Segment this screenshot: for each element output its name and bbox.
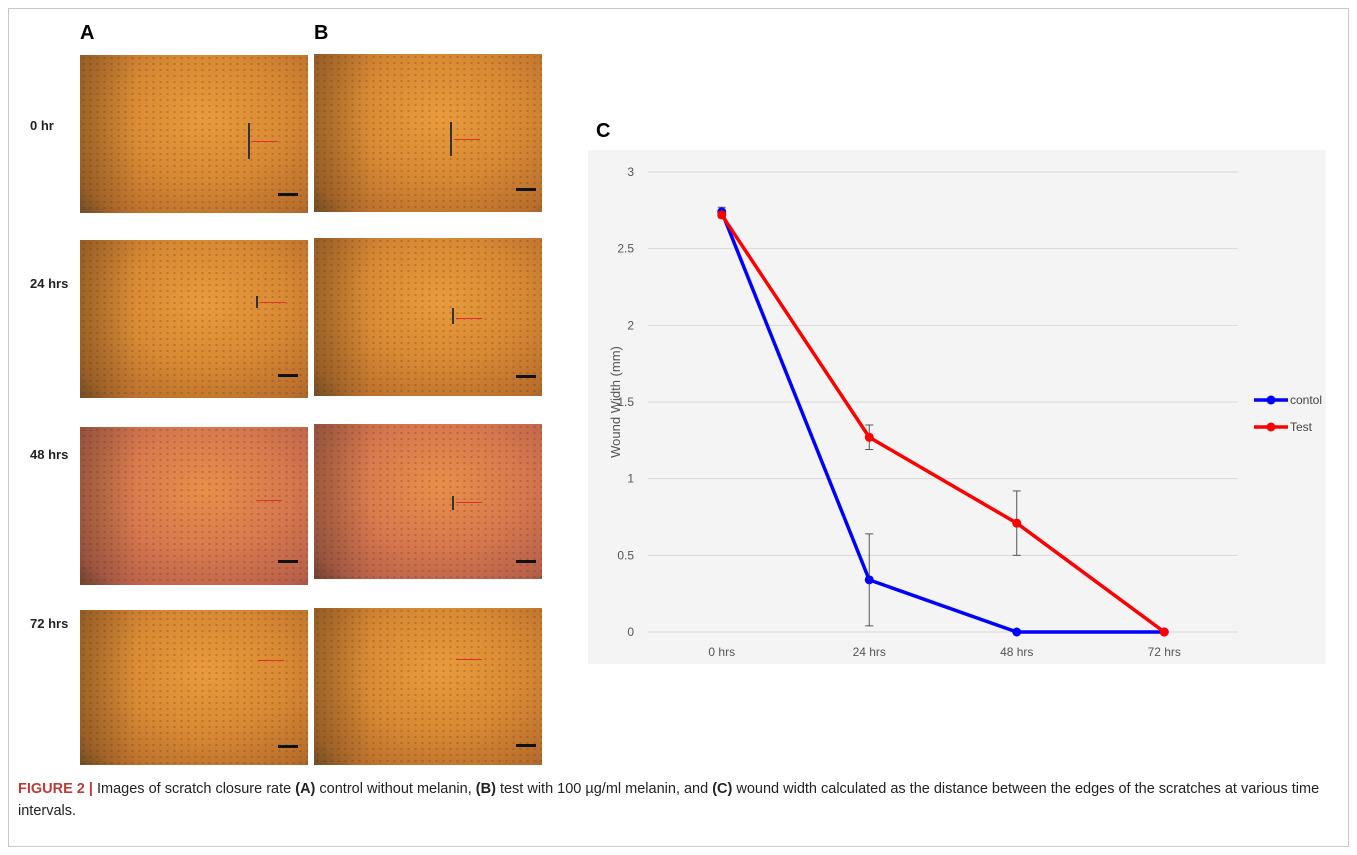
micrograph-a-24hrs bbox=[80, 240, 308, 398]
x-tick-label: 24 hrs bbox=[853, 645, 886, 659]
panel-a-label: A bbox=[80, 22, 95, 44]
micrograph-b-24hrs bbox=[314, 238, 542, 396]
micrograph-a-48hrs bbox=[80, 427, 308, 585]
panel-b-label: B bbox=[314, 22, 329, 44]
x-tick-label: 48 hrs bbox=[1000, 645, 1033, 659]
y-tick-label: 2.5 bbox=[617, 242, 634, 256]
micrograph-a-0hr bbox=[80, 55, 308, 213]
micrograph-a-72hrs bbox=[80, 610, 308, 765]
y-axis-label: Wound Width (mm) bbox=[608, 346, 623, 458]
wound-width-chart: 0 0.5 1 1.5 2 2.5 3 0 hrs 24 hrs 48 hrs 72 hrs Woun… bbox=[588, 150, 1326, 664]
chart-svg: 0 0.5 1 1.5 2 2.5 3 0 hrs 24 hrs 48 hrs 72 hrs Woun… bbox=[608, 165, 1322, 659]
series-line-Test bbox=[720, 213, 1166, 634]
micrograph-b-72hrs bbox=[314, 608, 542, 765]
figure-frame bbox=[8, 8, 1349, 847]
y-tick-label: 0.5 bbox=[617, 548, 634, 562]
caption-ref-a: (A) bbox=[295, 781, 316, 797]
y-tick-label: 3 bbox=[627, 165, 634, 179]
y-tick-label: 1.5 bbox=[617, 395, 634, 409]
time-label-0hr: 0 hr bbox=[30, 118, 54, 133]
micrograph-b-48hrs bbox=[314, 424, 542, 579]
caption-text-1: Images of scratch closure rate bbox=[92, 781, 296, 797]
caption-figure-label: FIGURE 2 | bbox=[18, 781, 93, 797]
legend-label: Test bbox=[1290, 420, 1313, 434]
data-point-contol bbox=[864, 575, 874, 585]
x-tick-label: 0 hrs bbox=[708, 645, 735, 659]
figure-caption: FIGURE 2 | Images of scratch closure rat… bbox=[18, 778, 1338, 822]
micrograph-b-0hr bbox=[314, 54, 542, 212]
caption-ref-c: (C) bbox=[712, 781, 733, 797]
data-point-Test bbox=[864, 432, 874, 442]
time-label-48hrs: 48 hrs bbox=[30, 447, 69, 462]
y-tick-label: 2 bbox=[627, 318, 634, 332]
time-label-24hrs: 24 hrs bbox=[30, 276, 69, 291]
caption-ref-b: (B) bbox=[475, 781, 496, 797]
data-point-Test bbox=[717, 210, 727, 220]
data-point-Test bbox=[1159, 627, 1169, 637]
caption-text-2: control without melanin, bbox=[315, 781, 476, 797]
data-point-Test bbox=[1012, 518, 1022, 528]
time-label-72hrs: 72 hrs bbox=[30, 616, 69, 631]
x-tick-label: 72 hrs bbox=[1148, 645, 1181, 659]
series-line-contol bbox=[720, 211, 1165, 634]
y-tick-label: 0 bbox=[627, 625, 634, 639]
caption-text-4: wound width calculated as the distance b… bbox=[18, 781, 1320, 819]
legend-marker-Test bbox=[1266, 422, 1276, 432]
y-tick-label: 1 bbox=[627, 472, 634, 486]
legend-label: contol bbox=[1290, 393, 1322, 407]
data-point-contol bbox=[1012, 627, 1022, 637]
panel-c-label: C bbox=[596, 120, 611, 142]
legend-marker-contol bbox=[1266, 395, 1276, 405]
caption-text-3: test with 100 µg/ml melanin, and bbox=[495, 781, 713, 797]
